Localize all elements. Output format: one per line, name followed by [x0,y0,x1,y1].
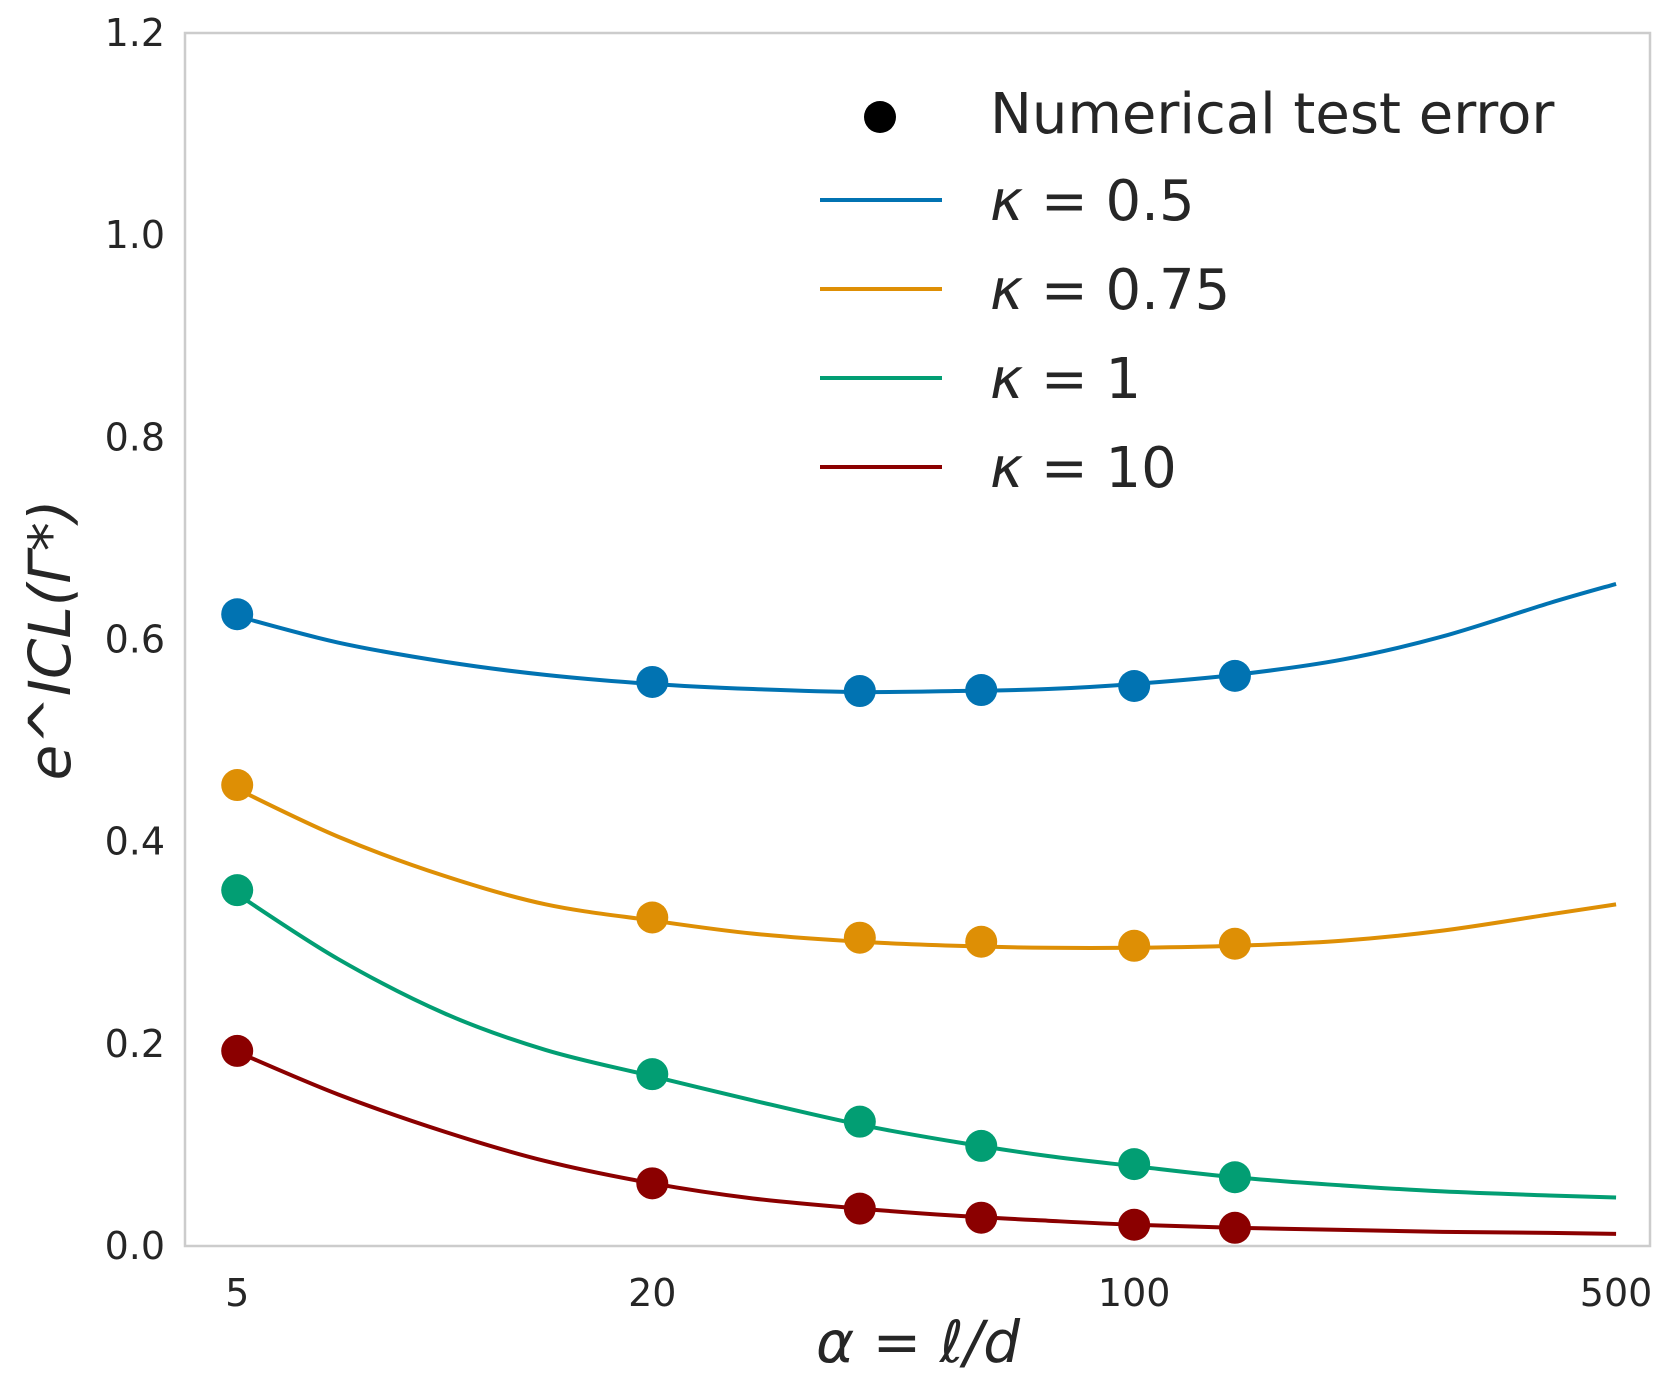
series-line-2 [236,892,1617,1200]
data-point [221,598,254,631]
legend-label: κ = 10 [990,436,1177,501]
y-tick-label: 1.2 [105,11,165,55]
data-point [1218,1161,1251,1194]
data-point [636,1167,669,1200]
y-axis-label: e^ICL(Γ*) [16,500,84,781]
data-point [965,1129,998,1162]
data-point [1118,929,1151,962]
data-point [843,675,876,708]
data-point [1118,669,1151,702]
legend-label: κ = 1 [990,347,1141,412]
x-tick-label: 100 [1098,1271,1171,1315]
data-point [965,674,998,707]
series-line-3 [236,1050,1617,1236]
series-layer [221,581,1617,1244]
series-line-1 [236,787,1617,951]
x-tick-label: 500 [1580,1271,1653,1315]
data-point [221,1034,254,1067]
data-point [1218,927,1251,960]
data-point [843,1192,876,1225]
y-tick-label: 1.0 [105,213,165,257]
y-tick-label: 0.0 [105,1224,165,1268]
data-point [221,874,254,907]
legend: Numerical test error κ = 0.5 κ = 0.75 κ = 1… [820,82,1555,501]
data-point [636,1058,669,1091]
x-tick-label: 5 [225,1271,249,1315]
x-tick-label: 20 [628,1271,676,1315]
data-point [1118,1148,1151,1181]
y-tick-label: 0.8 [105,415,165,459]
data-point [1218,659,1251,692]
y-tick-label: 0.2 [105,1022,165,1066]
legend-label: κ = 0.5 [990,169,1195,234]
data-point [221,769,254,802]
tick-labels: 5 20 100 500 0.0 0.2 0.4 0.6 0.8 1.0 1.2 [105,11,1653,1315]
legend-marker-icon [864,101,896,133]
plot-area [183,31,1652,1248]
legend-label-points: Numerical test error [990,82,1555,147]
data-point [965,925,998,958]
y-tick-label: 0.6 [105,618,165,662]
data-point [636,665,669,698]
y-tick-label: 0.4 [105,820,165,864]
data-point [843,1105,876,1138]
data-point [1218,1211,1251,1244]
x-axis-label: α = ℓ/d [816,1308,1021,1376]
data-point [965,1201,998,1234]
data-point [843,921,876,954]
series-line-0 [236,581,1617,695]
data-point [1118,1208,1151,1241]
data-point [636,901,669,934]
legend-label: κ = 0.75 [990,258,1230,323]
